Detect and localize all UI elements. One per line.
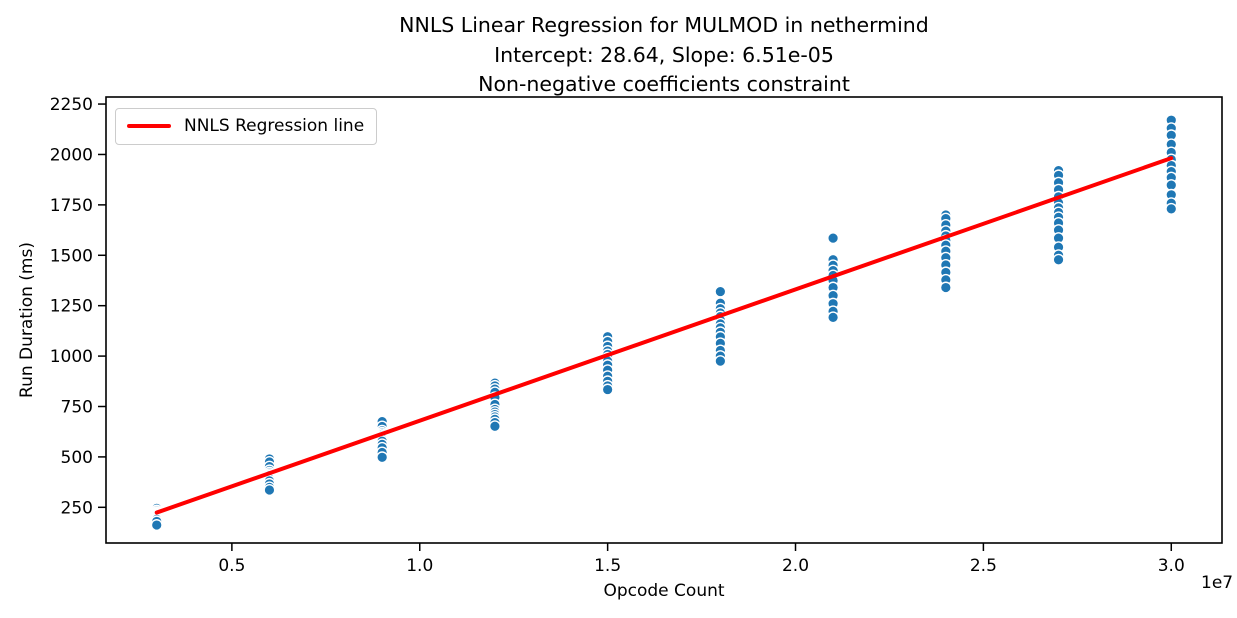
scatter-point: [714, 285, 727, 298]
scatter-point: [488, 420, 501, 433]
plot-border: [105, 96, 1223, 544]
chart-title-line2: Intercept: 28.64, Slope: 6.51e-05: [494, 42, 834, 67]
y-tick-label: 1000: [50, 347, 93, 367]
scatter-point: [939, 281, 952, 294]
x-tick-label: 1.5: [594, 556, 621, 576]
scatter-point: [263, 483, 276, 496]
y-tick-label: 2250: [50, 95, 93, 115]
scatter-point: [1165, 202, 1178, 215]
chart-title: NNLS Linear Regression for MULMOD in net…: [399, 11, 929, 100]
legend-line-swatch: [127, 124, 171, 128]
x-axis-offset-label: 1e7: [1201, 573, 1234, 593]
y-tick-label: 1250: [50, 297, 93, 317]
scatter-point: [601, 383, 614, 396]
y-axis-label: Run Duration (ms): [17, 242, 37, 398]
y-tick-label: 1500: [50, 246, 93, 266]
y-tick-label: 250: [61, 498, 93, 518]
scatter-point: [376, 451, 389, 464]
chart-title-line1: NNLS Linear Regression for MULMOD in net…: [399, 13, 929, 37]
scatter-point: [1052, 253, 1065, 266]
scatter-point: [827, 232, 840, 245]
scatter-point: [150, 519, 163, 532]
legend: NNLS Regression line: [115, 108, 378, 145]
x-tick-label: 3.0: [1158, 556, 1185, 576]
scatter-point: [714, 355, 727, 368]
y-tick-label: 1750: [50, 196, 93, 216]
y-tick-label: 750: [61, 397, 93, 417]
chart-title-line3: Non-negative coefficients constraint: [478, 72, 850, 96]
legend-label: NNLS Regression line: [184, 116, 365, 136]
x-tick-label: 0.5: [218, 556, 245, 576]
x-axis-label: Opcode Count: [603, 581, 725, 601]
x-tick-label: 2.5: [970, 556, 997, 576]
y-tick-label: 2000: [50, 145, 93, 165]
scatter-point: [827, 311, 840, 324]
y-tick-label: 500: [61, 448, 93, 468]
x-tick-label: 1.0: [406, 556, 433, 576]
x-tick-label: 2.0: [782, 556, 809, 576]
regression-line: [154, 156, 1174, 515]
